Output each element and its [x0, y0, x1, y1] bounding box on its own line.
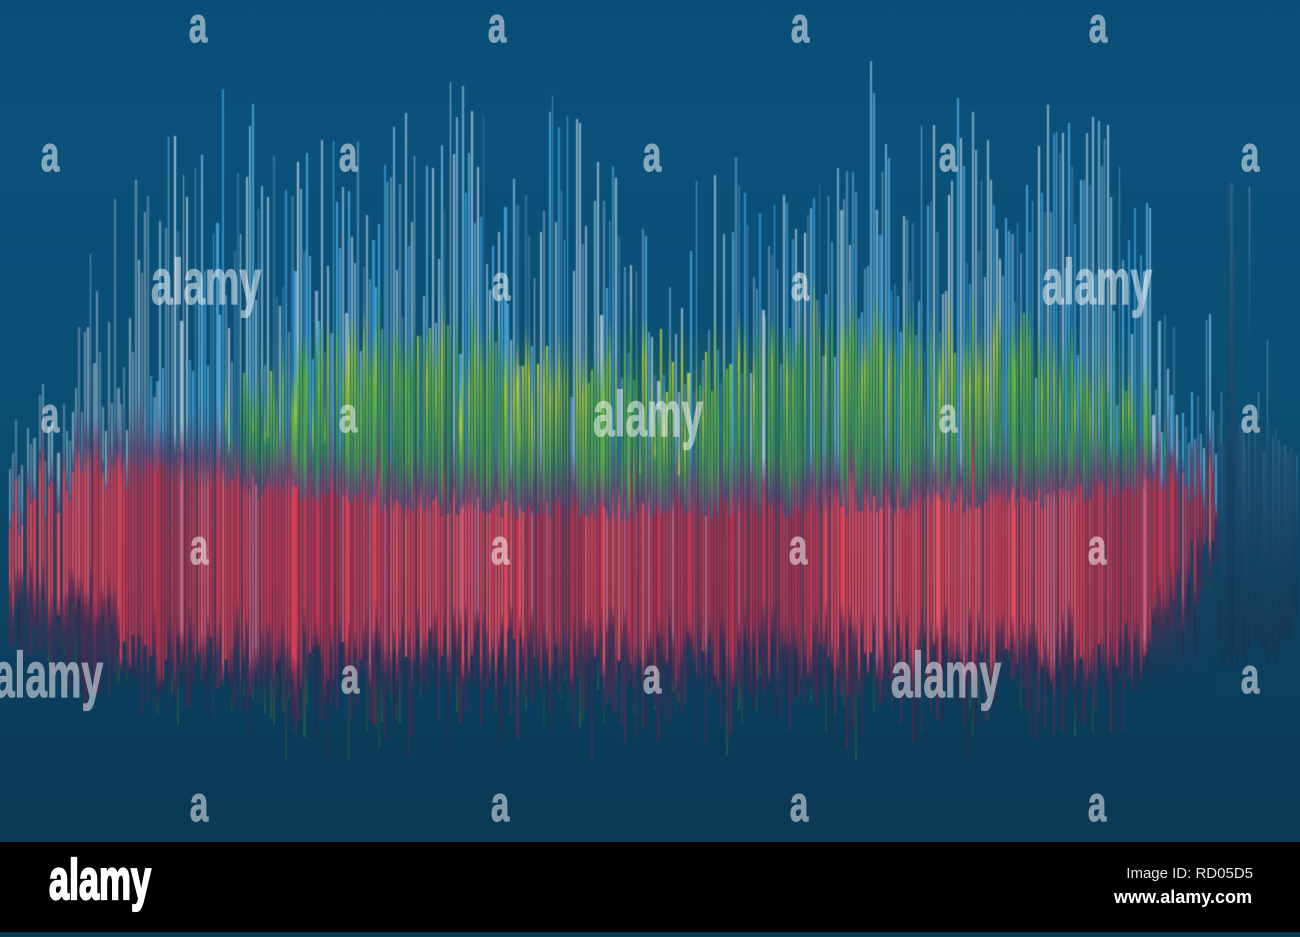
svg-text:a: a: [790, 776, 809, 831]
svg-text:www.alamy.com: www.alamy.com: [1113, 887, 1252, 907]
svg-text:a: a: [939, 387, 958, 442]
svg-text:a: a: [1089, 0, 1108, 53]
svg-text:a: a: [789, 519, 808, 574]
svg-text:a: a: [1241, 387, 1260, 442]
svg-text:a: a: [491, 519, 510, 574]
svg-text:a: a: [190, 519, 209, 574]
svg-text:a: a: [791, 255, 810, 310]
svg-text:a: a: [1088, 519, 1107, 574]
svg-text:a: a: [41, 387, 60, 442]
svg-text:a: a: [491, 776, 510, 831]
svg-text:alamy: alamy: [0, 640, 103, 711]
svg-text:a: a: [41, 126, 60, 181]
svg-text:a: a: [643, 648, 662, 703]
svg-text:a: a: [643, 126, 662, 181]
svg-text:alamy: alamy: [891, 640, 1002, 711]
svg-text:a: a: [1241, 126, 1260, 181]
svg-text:a: a: [189, 0, 208, 53]
svg-text:a: a: [791, 0, 810, 53]
svg-text:a: a: [1241, 648, 1260, 703]
svg-text:alamy: alamy: [151, 247, 262, 318]
svg-text:a: a: [339, 387, 358, 442]
svg-text:alamy: alamy: [49, 849, 151, 912]
svg-text:a: a: [492, 255, 511, 310]
svg-text:a: a: [488, 0, 507, 53]
svg-text:a: a: [339, 126, 358, 181]
svg-text:alamy: alamy: [1042, 247, 1153, 318]
svg-text:a: a: [1088, 776, 1107, 831]
svg-text:Image ID: RD05D5: Image ID: RD05D5: [1126, 865, 1253, 882]
svg-text:a: a: [341, 648, 360, 703]
svg-text:alamy: alamy: [593, 379, 704, 450]
svg-text:a: a: [190, 776, 209, 831]
svg-text:a: a: [939, 126, 958, 181]
